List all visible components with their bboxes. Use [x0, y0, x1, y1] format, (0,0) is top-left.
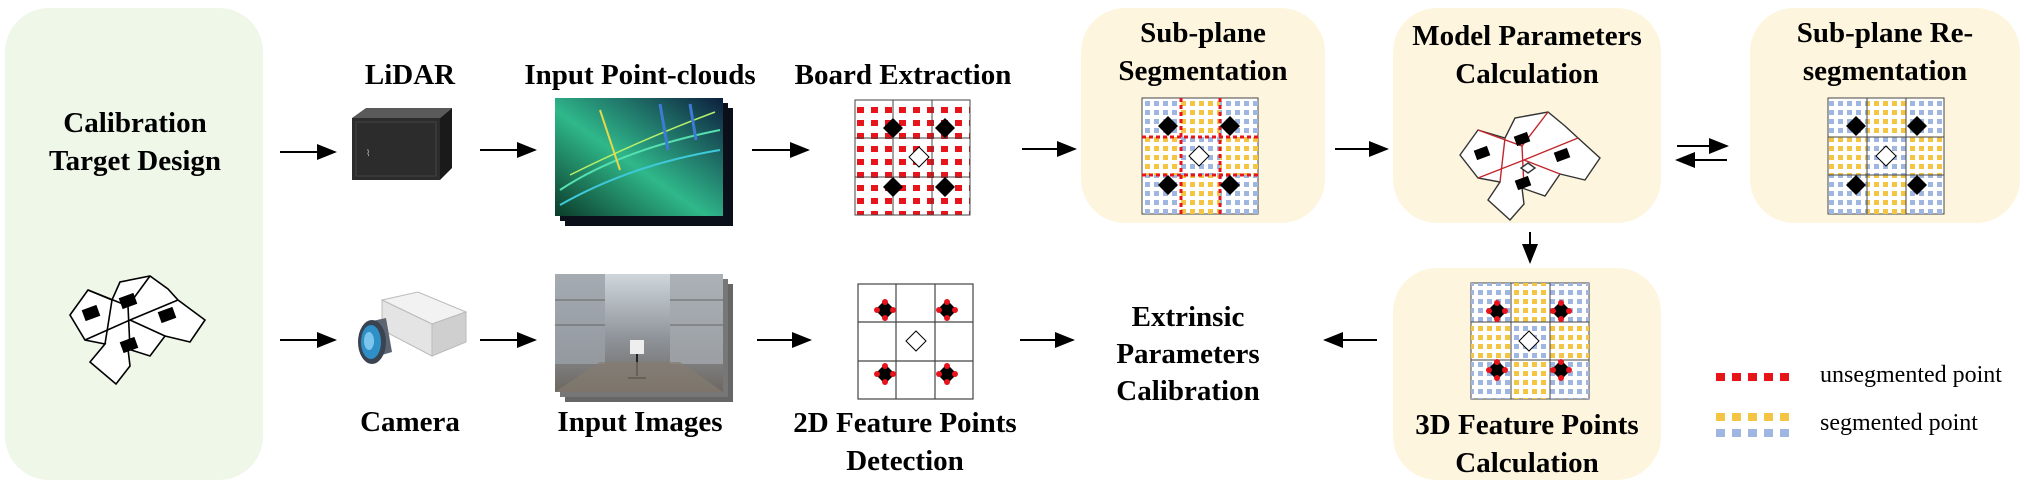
feature-3d-graphic [1470, 282, 1590, 400]
model-parameters-label: Model Parameters Calculation [1412, 20, 1642, 90]
legend-unsegmented-label: unsegmented point [1820, 362, 2002, 388]
input-pointclouds-label: Input Point-clouds [524, 59, 756, 91]
extrinsic-label: Extrinsic Parameters Calibration [1116, 301, 1260, 407]
flow-arrows [280, 138, 1729, 348]
board-extraction-label: Board Extraction [794, 59, 1012, 91]
board-extraction-graphic [854, 99, 971, 216]
input-images-label: Input Images [557, 406, 723, 438]
lidar-label: LiDAR [364, 59, 456, 91]
feature-3d-label: 3D Feature Points Calculation [1415, 409, 1639, 479]
feature-2d-graphic [857, 283, 974, 400]
calibration-target-label: Calibration Target Design [48, 107, 222, 177]
legend-unsegmented-swatch [1716, 373, 1789, 381]
calibration-target-panel [5, 8, 263, 480]
camera-label: Camera [360, 406, 460, 438]
resegmentation-label: Sub-plane Re-segmentation [1796, 17, 1974, 87]
calibration-target-drawing [69, 275, 207, 386]
atrium-photo-image [555, 274, 733, 402]
point-cloud-image [555, 98, 733, 226]
resegmentation-graphic [1827, 97, 1945, 215]
subplane-segmentation-label: Sub-plane Segmentation [1118, 17, 1288, 87]
camera-device-icon [358, 291, 468, 364]
legend-segmented-label: segmented point [1820, 410, 1978, 436]
svg-text:⌇: ⌇ [366, 148, 370, 159]
legend-segmented-swatch [1716, 413, 1789, 437]
feature-2d-label: 2D Feature Points Detection [793, 407, 1017, 477]
subplane-segmentation-graphic [1141, 97, 1259, 215]
lidar-device-icon: ⌇ [352, 108, 452, 180]
model-parameters-graphic [1459, 111, 1601, 221]
